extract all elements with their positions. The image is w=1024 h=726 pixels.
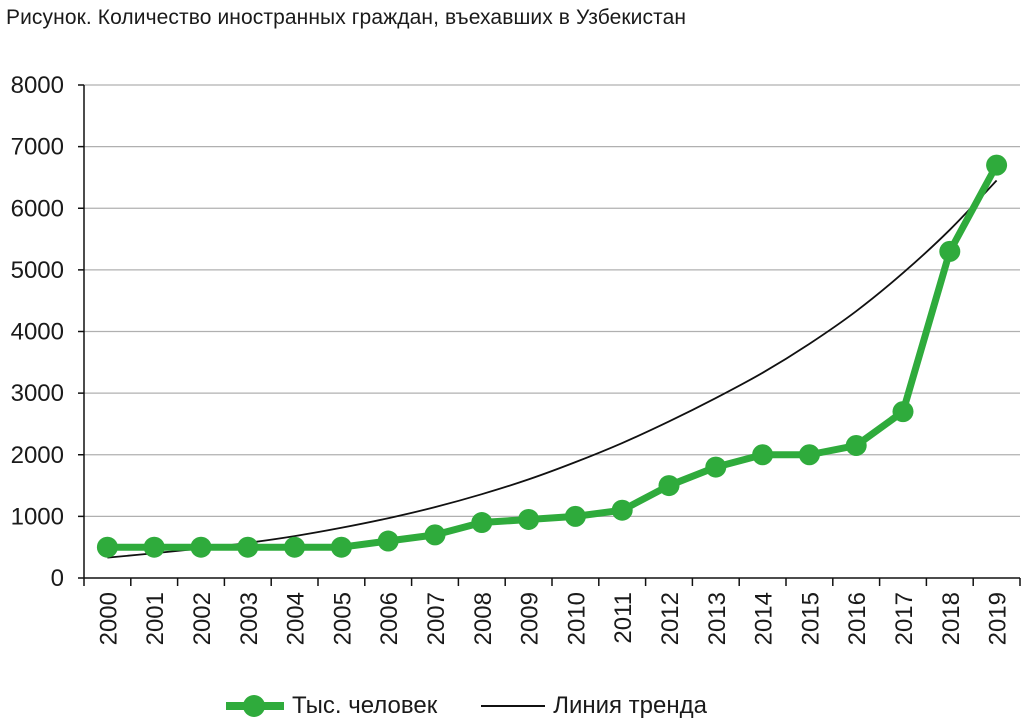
data-point [845,435,867,457]
x-tick-label: 2010 [563,592,590,645]
data-point [658,475,680,497]
data-point [518,508,540,530]
x-tick-label: 2003 [236,592,263,645]
x-tick-label: 2012 [657,592,684,645]
series [96,154,1008,559]
y-tick-label: 7000 [11,134,64,161]
x-tick-label: 2011 [610,592,637,644]
x-tick-label: 2009 [517,592,544,645]
axes [78,84,1021,586]
y-tick-label: 8000 [11,72,64,99]
legend: Тыс. человек Линия тренда [226,692,751,720]
y-tick-label: 3000 [11,380,64,407]
y-tick-label: 1000 [11,503,64,530]
y-tick-label: 2000 [11,442,64,469]
x-tick-label: 2007 [423,592,450,645]
data-point [330,536,352,558]
data-point [939,240,961,262]
x-tick-label: 2002 [189,592,216,645]
trend-line [107,179,998,559]
x-tick-label: 2019 [985,592,1012,645]
legend-series-swatch [226,695,284,717]
data-point [986,154,1008,176]
y-tick-label: 5000 [11,257,64,284]
gridlines [84,84,1020,517]
legend-item-trend: Линия тренда [481,692,707,720]
data-point [705,456,727,478]
x-tick-label: 2001 [142,592,169,645]
x-tick-label: 2000 [95,592,122,645]
x-tick-label: 2016 [844,592,871,645]
data-point [143,536,165,558]
y-tick-label: 6000 [11,195,64,222]
data-point [96,536,118,558]
x-tick-label: 2017 [891,592,918,645]
data-point [190,536,212,558]
data-point [237,536,259,558]
x-tick-label: 2008 [470,592,497,645]
x-tick-label: 2014 [751,592,778,645]
series-line [103,161,1001,551]
y-tick-labels: 0 1000 2000 3000 4000 5000 6000 7000 8000 [11,72,64,592]
data-point [798,444,820,466]
x-tick-label: 2013 [704,592,731,645]
chart-title: Рисунок. Количество иностранных граждан,… [6,6,687,29]
legend-series-label: Тыс. человек [292,692,438,719]
data-point [892,401,914,423]
data-point [752,444,774,466]
x-tick-label: 2004 [283,592,310,645]
data-point [377,530,399,552]
legend-trend-swatch [481,705,546,707]
legend-trend-label: Линия тренда [553,692,707,719]
data-point [424,524,446,546]
y-tick-label: 0 [51,565,64,592]
x-tick-labels: 2000 2001 2002 2003 2004 2005 2006 2007 2008 2009… [95,592,1011,645]
data-point [564,505,586,527]
legend-item-series: Тыс. человек [226,692,437,720]
x-tick-label: 2006 [376,592,403,645]
x-tick-label: 2018 [938,592,965,645]
x-tick-label: 2005 [329,592,356,645]
x-tick-label: 2015 [797,592,824,645]
data-point [284,536,306,558]
y-tick-label: 4000 [11,319,64,346]
data-point [611,499,633,521]
data-point [471,512,493,534]
